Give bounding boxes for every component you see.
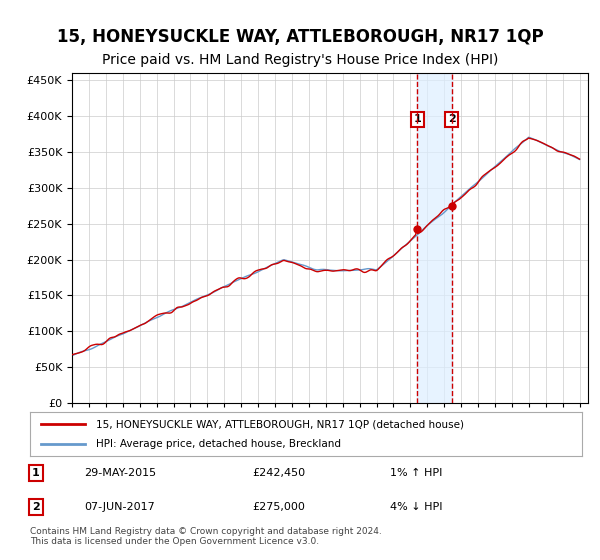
Text: 15, HONEYSUCKLE WAY, ATTLEBOROUGH, NR17 1QP: 15, HONEYSUCKLE WAY, ATTLEBOROUGH, NR17 …	[56, 28, 544, 46]
Text: HPI: Average price, detached house, Breckland: HPI: Average price, detached house, Brec…	[96, 439, 341, 449]
Text: 29-MAY-2015: 29-MAY-2015	[84, 468, 156, 478]
Text: 1% ↑ HPI: 1% ↑ HPI	[390, 468, 442, 478]
Text: 2: 2	[32, 502, 40, 512]
Text: £242,450: £242,450	[252, 468, 305, 478]
Text: 4% ↓ HPI: 4% ↓ HPI	[390, 502, 443, 512]
Text: 15, HONEYSUCKLE WAY, ATTLEBOROUGH, NR17 1QP (detached house): 15, HONEYSUCKLE WAY, ATTLEBOROUGH, NR17 …	[96, 419, 464, 429]
Text: 1: 1	[32, 468, 40, 478]
Text: 07-JUN-2017: 07-JUN-2017	[84, 502, 155, 512]
Bar	[417, 73, 452, 403]
Text: Price paid vs. HM Land Registry's House Price Index (HPI): Price paid vs. HM Land Registry's House …	[102, 53, 498, 67]
Text: Contains HM Land Registry data © Crown copyright and database right 2024.
This d: Contains HM Land Registry data © Crown c…	[30, 526, 382, 546]
Text: 2: 2	[448, 114, 455, 124]
Text: £275,000: £275,000	[252, 502, 305, 512]
Text: 1: 1	[413, 114, 421, 124]
